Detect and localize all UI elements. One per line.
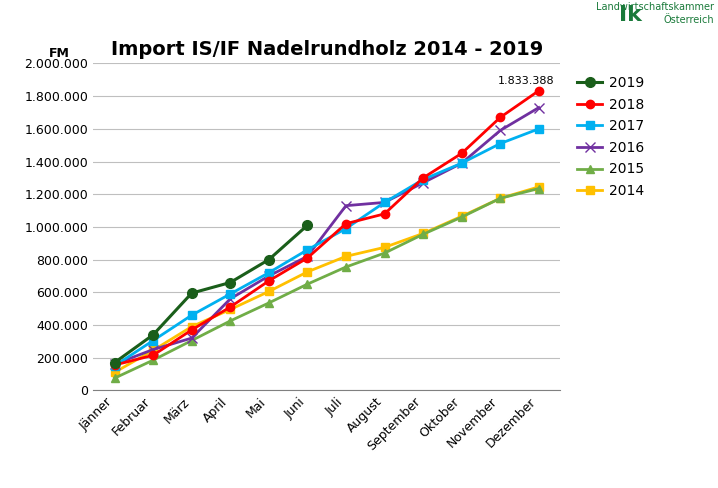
- Line: 2018: 2018: [111, 86, 543, 369]
- 2018: [226, 304, 235, 310]
- 2018: [534, 88, 543, 94]
- 2017: [457, 160, 466, 166]
- 2016: [381, 200, 389, 205]
- 2016: [149, 346, 157, 352]
- Text: 1.833.388: 1.833.388: [498, 76, 555, 86]
- 2017: [496, 141, 505, 146]
- 2018: [264, 278, 273, 284]
- 2018: [187, 327, 196, 333]
- 2016: [187, 335, 196, 341]
- Line: 2017: 2017: [111, 124, 543, 370]
- Legend: 2019, 2018, 2017, 2016, 2015, 2014: 2019, 2018, 2017, 2016, 2015, 2014: [572, 70, 650, 203]
- 2014: [534, 184, 543, 190]
- 2017: [342, 225, 350, 231]
- 2018: [496, 115, 505, 121]
- 2014: [264, 288, 273, 294]
- 2014: [303, 269, 312, 275]
- Text: Landwirtschaftskammer
Österreich: Landwirtschaftskammer Österreich: [597, 2, 714, 25]
- 2016: [342, 203, 350, 208]
- 2016: [457, 160, 466, 166]
- 2014: [381, 244, 389, 250]
- 2017: [381, 200, 389, 205]
- 2016: [419, 180, 427, 186]
- Line: 2019: 2019: [110, 221, 312, 367]
- 2015: [496, 195, 505, 201]
- 2015: [457, 214, 466, 220]
- 2017: [264, 270, 273, 276]
- 2015: [187, 338, 196, 344]
- 2018: [419, 175, 427, 181]
- 2018: [303, 255, 312, 261]
- 2014: [187, 324, 196, 329]
- 2017: [111, 363, 119, 369]
- 2019: [264, 257, 273, 263]
- Line: 2014: 2014: [111, 183, 543, 377]
- 2015: [226, 318, 235, 324]
- 2015: [264, 300, 273, 306]
- 2014: [149, 347, 157, 353]
- 2016: [111, 361, 119, 367]
- 2015: [534, 185, 543, 191]
- 2015: [303, 281, 312, 287]
- 2016: [534, 104, 543, 110]
- 2014: [342, 253, 350, 259]
- 2019: [111, 360, 119, 366]
- 2018: [111, 362, 119, 368]
- Line: 2016: 2016: [110, 102, 544, 369]
- Text: FM: FM: [49, 47, 70, 60]
- 2015: [381, 250, 389, 256]
- 2016: [264, 273, 273, 279]
- 2019: [187, 290, 196, 296]
- Text: Ik: Ik: [619, 5, 642, 25]
- 2018: [149, 352, 157, 358]
- 2017: [303, 247, 312, 253]
- 2018: [457, 150, 466, 156]
- 2016: [226, 296, 235, 302]
- 2018: [381, 211, 389, 217]
- 2017: [149, 338, 157, 344]
- 2019: [149, 332, 157, 338]
- 2018: [342, 221, 350, 226]
- 2015: [342, 264, 350, 270]
- 2019: [303, 223, 312, 228]
- 2016: [303, 253, 312, 259]
- 2015: [111, 375, 119, 381]
- 2017: [534, 126, 543, 132]
- 2014: [457, 213, 466, 219]
- 2014: [496, 195, 505, 201]
- 2014: [111, 369, 119, 375]
- Line: 2015: 2015: [111, 184, 543, 382]
- 2016: [496, 127, 505, 133]
- 2015: [419, 231, 427, 237]
- 2015: [149, 357, 157, 363]
- 2017: [187, 312, 196, 318]
- 2014: [226, 306, 235, 312]
- 2017: [419, 177, 427, 183]
- 2014: [419, 230, 427, 236]
- 2017: [226, 291, 235, 297]
- Title: Import IS/IF Nadelrundholz 2014 - 2019: Import IS/IF Nadelrundholz 2014 - 2019: [111, 40, 543, 59]
- 2019: [226, 280, 235, 285]
